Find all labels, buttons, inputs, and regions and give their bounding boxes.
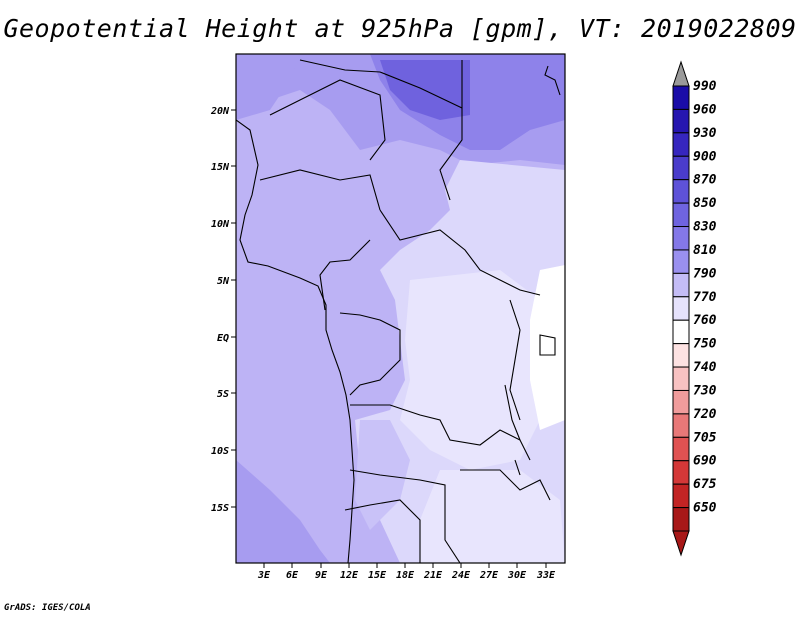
grads-credit: GrADS: IGES/COLA: [4, 603, 91, 613]
colorbar-label: 990: [693, 79, 717, 94]
border-south-3: [460, 469, 551, 501]
colorbar-box: [672, 366, 690, 391]
colorbar-label: 870: [693, 173, 717, 188]
longitude-axis: 3E 6E 9E 12E 15E 18E 21E 24E 27E 30E 33E: [257, 563, 556, 581]
map-frame: [235, 53, 566, 564]
colorbar-label: 830: [693, 220, 717, 235]
colorbar-box: [672, 483, 690, 509]
colorbar-box: [672, 85, 690, 110]
colorbar-boxes: [672, 85, 690, 532]
border-central-2: [319, 239, 371, 311]
border-north-2: [439, 60, 463, 201]
lake-victoria: [539, 334, 556, 356]
colorbar-label: 850: [693, 196, 717, 211]
colorbar-box: [672, 179, 690, 204]
colorbar-box: [672, 343, 690, 368]
lon-label-24e: 24E: [451, 570, 471, 581]
lat-label-10s: 10S: [211, 446, 229, 457]
lon-label-3e: 3E: [257, 570, 271, 581]
map-title: Geopotential Height at 925hPa [gpm], VT:…: [3, 14, 797, 43]
colorbar-box: [672, 202, 690, 228]
colorbar-label: 650: [693, 501, 717, 516]
colorbar-label: 760: [693, 313, 717, 328]
border-south-2: [349, 469, 461, 563]
colorbar-label: 790: [693, 266, 717, 281]
colorbar-labels: 990 960 930 900 870 850 830 810 790 770 760 750 740 7…: [693, 79, 717, 516]
colorbar-box: [672, 226, 690, 251]
colorbar-label: 690: [693, 454, 717, 469]
colorbar-label: 810: [693, 243, 717, 258]
colorbar-box: [672, 108, 690, 134]
boundaries: [236, 59, 561, 563]
lon-label-12e: 12E: [340, 570, 359, 581]
border-central-3: [339, 312, 401, 396]
lake-tanganyika: [504, 384, 521, 441]
border-central-1: [379, 209, 541, 296]
colorbar-box: [672, 249, 690, 274]
border-south-4: [344, 499, 421, 563]
latitude-axis: 20N 15N 10N 5N EQ 5S 10S 15S: [210, 106, 236, 514]
colorbar-label: 730: [693, 383, 717, 398]
colorbar-box: [672, 132, 690, 157]
lon-label-30e: 30E: [507, 570, 527, 581]
colorbar-box: [672, 389, 690, 415]
colorbar-bottom-arrow: [672, 530, 690, 557]
colorbar-box: [672, 319, 690, 345]
lat-label-10n: 10N: [211, 219, 230, 230]
lat-label-5s: 5S: [217, 389, 229, 400]
colorbar-label: 750: [693, 337, 717, 352]
lon-label-6e: 6E: [286, 570, 299, 581]
lat-label-5n: 5N: [217, 276, 230, 287]
colorbar-label: 675: [693, 477, 717, 492]
field-region-southwest-high: [236, 460, 330, 563]
border-north-3: [269, 79, 386, 161]
lat-label-15n: 15N: [211, 162, 230, 173]
border-south-1: [350, 404, 531, 461]
field-region-east-white: [530, 265, 565, 430]
lon-label-15e: 15E: [368, 570, 387, 581]
colorbar-top-arrow: [672, 60, 690, 87]
colorbar-label: 900: [693, 149, 717, 164]
lon-label-9e: 9E: [315, 570, 328, 581]
colorbar-box: [672, 155, 690, 181]
lon-label-33e: 33E: [536, 570, 556, 581]
colorbar-label: 720: [693, 407, 717, 422]
colorbar: 990 960 930 900 870 850 830 810 790 770 760 750 740 7…: [672, 60, 717, 557]
border-north-4: [259, 169, 381, 211]
lat-label-20n: 20N: [210, 106, 230, 117]
colorbar-box: [672, 272, 690, 298]
map-field: [236, 54, 565, 563]
lat-label-15s: 15S: [211, 503, 229, 514]
colorbar-label: 705: [693, 430, 717, 445]
colorbar-label: 770: [693, 290, 717, 305]
colorbar-label: 930: [693, 126, 717, 141]
colorbar-box: [672, 436, 690, 462]
colorbar-label: 740: [693, 360, 717, 375]
lon-label-27e: 27E: [479, 570, 499, 581]
colorbar-box: [672, 296, 690, 321]
lon-label-18e: 18E: [396, 570, 415, 581]
border-east-1: [509, 299, 521, 421]
border-north-1: [299, 59, 463, 109]
lake-malawi: [514, 459, 521, 476]
colorbar-label: 960: [693, 102, 717, 117]
coastline-east-africa: [544, 65, 561, 96]
lat-label-eq: EQ: [217, 333, 229, 344]
field-region-west: [236, 54, 300, 120]
colorbar-box: [672, 507, 690, 532]
colorbar-box: [672, 413, 690, 438]
field-region-southeast: [420, 470, 565, 563]
colorbar-box: [672, 460, 690, 485]
lon-label-21e: 21E: [423, 570, 443, 581]
